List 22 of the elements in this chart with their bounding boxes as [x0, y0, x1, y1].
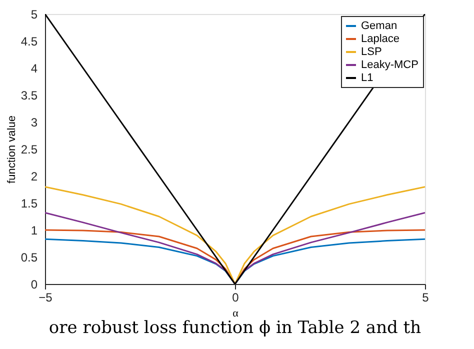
legend-label: Laplace	[361, 33, 400, 45]
y-tick-label: 2.5	[20, 142, 38, 156]
y-tick-label: 0	[30, 278, 38, 292]
legend-label: L1	[361, 72, 374, 84]
y-tick-label: 1	[30, 224, 38, 238]
y-tick-label: 2	[30, 170, 38, 184]
y-tick-label: 4	[30, 62, 38, 76]
x-tick-label: 5	[422, 290, 430, 304]
legend-label: LSP	[361, 46, 382, 58]
legend-label: Leaky-MCP	[361, 59, 418, 71]
y-tick-label: 3.5	[20, 88, 38, 102]
y-tick-label: 1.5	[20, 196, 38, 210]
x-axis-title: α	[232, 308, 239, 320]
x-tick-label: 0	[232, 290, 240, 304]
text: ore robust loss function ϕ in Table 2 and th	[48, 318, 422, 338]
x-tick-label: −5	[38, 290, 53, 304]
legend-label: Geman	[361, 20, 398, 32]
y-axis-title: function value	[6, 116, 18, 184]
y-tick-label: 5	[30, 8, 38, 22]
y-tick-label: 0.5	[20, 250, 38, 264]
y-tick-label: 4.5	[20, 34, 38, 48]
y-tick-label: 3	[30, 116, 38, 130]
